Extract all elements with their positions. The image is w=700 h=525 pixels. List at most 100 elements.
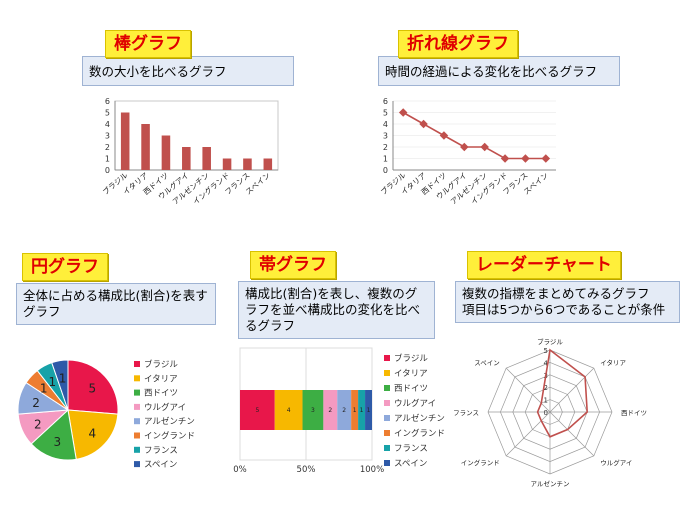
radar-chart-title: レーダーチャート [467, 251, 621, 279]
r-tick-label: 1 [544, 397, 548, 405]
y-tick-label: 0 [105, 166, 110, 175]
line-chart: 0123456ブラジルイタリア西ドイツウルグアイアルゼンチンイングランドフランス… [378, 97, 556, 206]
legend-label: イングランド [144, 431, 195, 442]
axis-label: イングランド [461, 458, 500, 467]
legend-swatch [134, 361, 140, 367]
pie-chart-description: 全体に占める構成比(割合)を表すグラフ [16, 283, 216, 325]
band-segment [240, 390, 275, 430]
x-tick-label: 50% [297, 465, 316, 475]
legend-swatch [384, 385, 390, 391]
band-chart-description: 構成比(割合)を表し、複数のグラフを並べ構成比の変化を比べるグラフ [238, 281, 435, 339]
radar-spoke [505, 411, 551, 457]
legend-swatch [384, 445, 390, 451]
bar [202, 147, 211, 170]
legend-label: フランス [144, 446, 178, 456]
segment-label: 3 [311, 407, 315, 414]
band-chart: 5 4 3 2 2 1 1 10% 50% 100%ブラジルイタリア西ドイツウルグアイアルゼンチン… [233, 347, 445, 475]
axis-label: ウルグアイ [600, 458, 632, 467]
legend-swatch [384, 400, 390, 406]
legend-swatch [134, 418, 140, 425]
band-segment [302, 390, 324, 430]
r-tick-label: 0 [544, 409, 548, 417]
slice-label: 1 [48, 375, 56, 389]
axis-label: 西ドイツ [621, 409, 647, 417]
x-tick-label: 0% [233, 465, 247, 475]
y-tick-label: 1 [105, 155, 110, 164]
segment-label: 1 [353, 407, 357, 414]
series-polygon [536, 348, 589, 438]
plot-frame [114, 100, 279, 171]
bar-chart-title: 棒グラフ [105, 30, 191, 58]
bar [161, 135, 171, 170]
axis-label: スペイン [474, 359, 500, 367]
pie-slice [30, 409, 77, 461]
legend-label: イタリア [144, 374, 178, 384]
slice-label: 4 [88, 426, 96, 440]
segment-label: 2 [328, 407, 332, 414]
data-point [541, 154, 551, 163]
data-point [500, 154, 510, 163]
y-tick-label: 2 [383, 143, 388, 152]
band-segment [351, 390, 359, 430]
pie-slice [67, 359, 119, 415]
legend-swatch [134, 432, 140, 439]
y-tick-label: 0 [383, 166, 388, 175]
radar-spoke [549, 411, 595, 457]
segment-label: 1 [360, 407, 364, 414]
legend-swatch [134, 446, 140, 453]
bar [120, 112, 130, 170]
legend-swatch [384, 460, 390, 466]
band-segment [337, 390, 352, 430]
bar [141, 124, 150, 170]
bar-chart: 0123456ブラジルイタリア西ドイツウルグアイアルゼンチンイングランドフランス… [100, 97, 279, 206]
legend-label: 西ドイツ [144, 389, 178, 399]
bar [182, 147, 191, 170]
bar [263, 158, 273, 170]
y-tick-label: 5 [105, 109, 110, 118]
slice-label: 1 [59, 371, 67, 385]
data-point [439, 131, 449, 140]
bar [243, 158, 252, 170]
y-tick-label: 6 [383, 97, 388, 106]
band-chart-title: 帯グラフ [250, 251, 336, 279]
band-segment [365, 390, 372, 430]
data-point [419, 119, 428, 129]
slice-label: 2 [32, 396, 40, 410]
y-tick-label: 4 [105, 120, 110, 129]
segment-label: 4 [287, 407, 291, 414]
legend-swatch [134, 375, 140, 382]
legend-label: 西ドイツ [394, 384, 428, 394]
bar-chart-description: 数の大小を比べるグラフ [82, 56, 294, 86]
legend-label: アルゼンチン [144, 416, 195, 427]
y-tick-label: 4 [383, 120, 388, 129]
band-segment [323, 390, 338, 430]
legend-swatch [134, 461, 140, 468]
radar-spoke [505, 367, 551, 413]
legend-label: フランス [394, 444, 428, 454]
slice-label: 5 [88, 382, 96, 396]
legend-label: ウルグアイ [144, 402, 186, 413]
legend-label: イタリア [394, 369, 428, 379]
legend-label: ウルグアイ [394, 398, 436, 409]
band-segment [358, 390, 366, 430]
legend-label: アルゼンチン [394, 413, 445, 424]
radar-chart-description: 複数の指標をまとめてみるグラフ 項目は5つから6つであることが条件 [455, 281, 680, 323]
slice-label: 3 [53, 435, 61, 449]
segment-label: 1 [367, 407, 371, 414]
y-tick-label: 1 [383, 155, 388, 164]
pie-slice [51, 359, 69, 411]
axis-label: アルゼンチン [531, 479, 570, 488]
data-point [460, 142, 469, 152]
pie-slice [67, 409, 119, 460]
legend-swatch [134, 389, 140, 396]
axis-label: フランス [453, 409, 479, 417]
y-tick-label: 3 [383, 132, 388, 141]
segment-label: 2 [342, 407, 346, 414]
axis-label: ブラジル [537, 337, 563, 346]
legend-label: スペイン [394, 459, 427, 469]
slice-label: 2 [34, 417, 42, 431]
legend-swatch [134, 403, 140, 410]
legend-label: スペイン [144, 460, 177, 470]
segment-label: 5 [255, 407, 259, 414]
bar [222, 158, 232, 170]
